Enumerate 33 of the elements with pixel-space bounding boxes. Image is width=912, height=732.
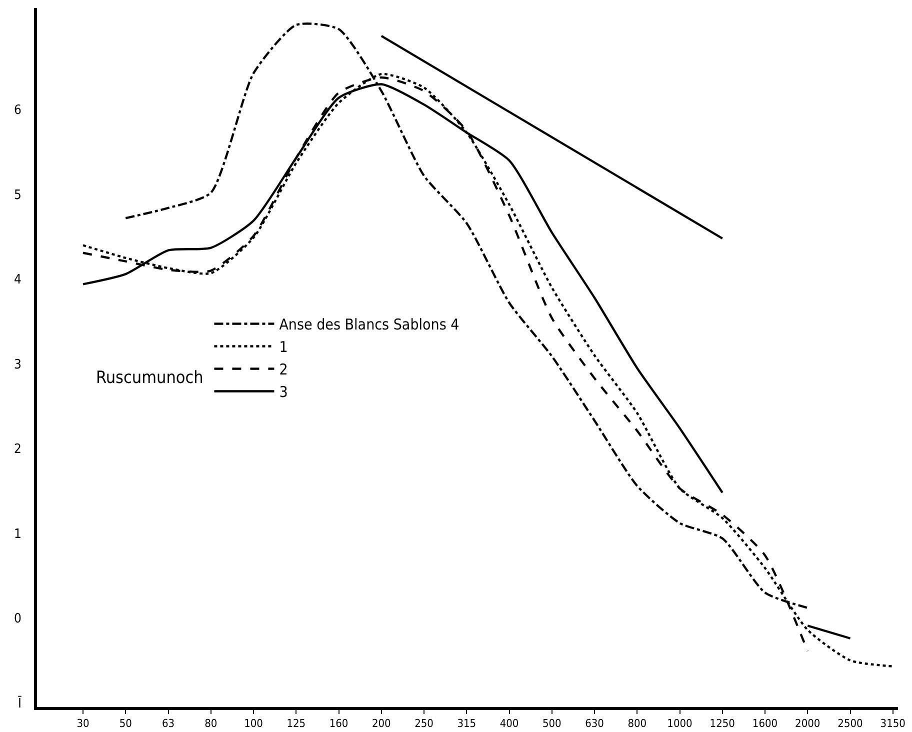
legend-label: 1 <box>279 338 288 356</box>
x-tick-label: 1600 <box>752 717 778 730</box>
y-tick-label: 0 <box>14 612 22 627</box>
x-tick-label: 500 <box>542 717 562 730</box>
x-tick-label: 315 <box>457 717 476 730</box>
x-tick-label: 80 <box>204 717 218 730</box>
legend-label: 2 <box>279 360 288 379</box>
y-tick-label: 5 <box>14 188 22 203</box>
x-tick-label: 160 <box>329 717 348 730</box>
legend-label: Anse des Blancs Sablons 4 <box>279 316 460 334</box>
y-tick-label: 4 <box>14 272 22 288</box>
x-tick-label: 2500 <box>838 717 863 730</box>
x-tick-label: 50 <box>119 717 132 730</box>
x-tick-label: 400 <box>500 717 519 730</box>
x-tick-label: 30 <box>76 717 90 730</box>
x-tick-label: 630 <box>585 717 604 730</box>
x-tick-label: 2000 <box>795 717 820 730</box>
x-tick-label: 125 <box>286 717 306 730</box>
y-tick-label: Ī <box>18 695 22 712</box>
x-tick-label: 200 <box>372 717 391 730</box>
y-tick-label: 3 <box>14 357 22 372</box>
x-tick-label: 63 <box>162 717 175 730</box>
x-tick-label: 800 <box>628 717 647 730</box>
x-tick-label: 250 <box>414 717 434 730</box>
x-tick-label: 100 <box>244 717 263 730</box>
legend-label: 3 <box>279 383 288 402</box>
x-tick-label: 3150 <box>880 717 906 730</box>
x-tick-label: 1000 <box>667 717 692 730</box>
y-tick-label: 2 <box>14 442 22 458</box>
y-tick-label: 6 <box>14 103 22 118</box>
y-tick-label: 1 <box>14 526 22 542</box>
x-tick-label: 1250 <box>710 717 735 730</box>
annotation: Ruscumunoch <box>96 368 204 388</box>
